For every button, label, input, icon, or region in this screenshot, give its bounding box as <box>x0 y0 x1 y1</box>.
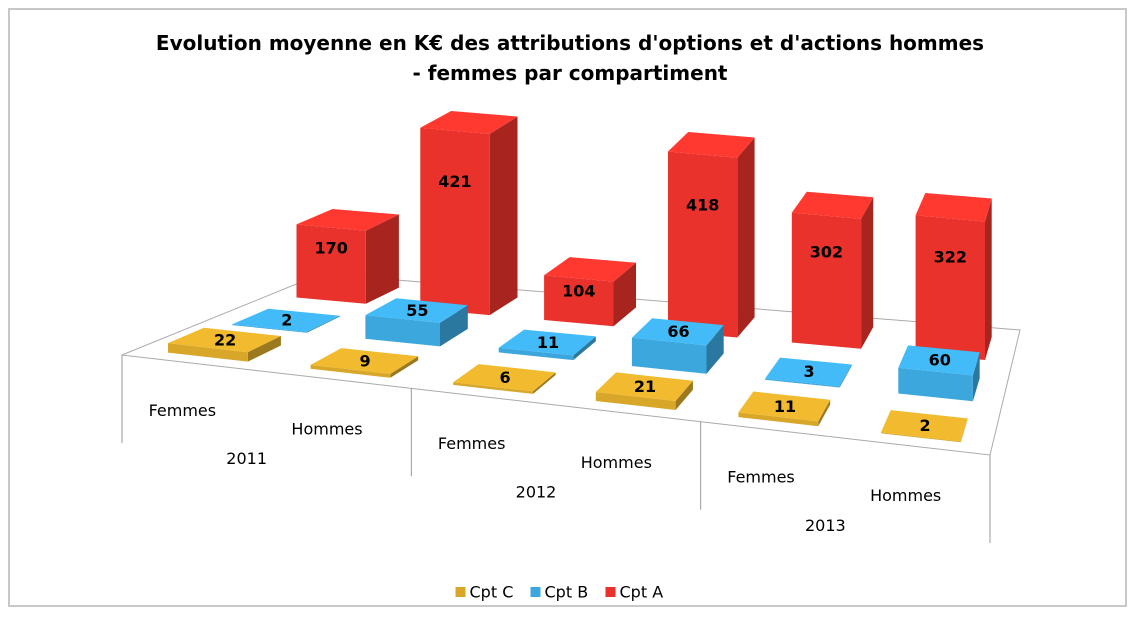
bar-top <box>310 348 419 374</box>
value-label: 104 <box>562 281 595 300</box>
value-label: 322 <box>934 248 967 267</box>
bar-side <box>839 364 852 388</box>
bar-top <box>915 193 992 222</box>
bar-side <box>675 380 693 410</box>
bar-front <box>498 347 574 361</box>
bar-top <box>365 298 468 323</box>
value-label: 2 <box>281 311 292 330</box>
x-tick-label: Hommes <box>581 453 652 472</box>
bar-side <box>861 197 874 349</box>
bar-top <box>668 132 755 158</box>
bar-front <box>668 151 738 338</box>
bar-side <box>365 214 399 304</box>
bar-front <box>915 215 985 360</box>
x-tick-label: Femmes <box>438 434 506 453</box>
bar-front <box>738 412 819 427</box>
legend-swatch <box>455 587 466 597</box>
bar-top <box>631 318 724 346</box>
value-label: 9 <box>360 351 371 370</box>
bar-front <box>232 324 307 333</box>
value-label: 418 <box>686 195 719 214</box>
bar-top <box>453 364 556 392</box>
bar-front <box>898 367 973 402</box>
bar-side <box>818 399 831 427</box>
group-label: 2013 <box>805 516 846 535</box>
value-label: 170 <box>314 239 347 258</box>
bar-side <box>489 116 518 316</box>
bar-top <box>168 327 281 353</box>
bar-front <box>296 224 366 304</box>
bar-side <box>972 352 980 402</box>
bar-front <box>168 343 248 362</box>
bar-front <box>365 315 440 347</box>
value-label: 60 <box>929 351 951 370</box>
bar-front <box>791 212 862 349</box>
bar-top <box>765 357 852 387</box>
value-label: 421 <box>438 172 471 191</box>
bar-top <box>544 257 636 282</box>
value-label: 21 <box>634 377 656 396</box>
bar-side <box>440 305 468 347</box>
bar-top <box>420 111 518 134</box>
bar-side <box>960 418 968 443</box>
value-label: 22 <box>214 330 236 349</box>
value-label: 11 <box>774 397 796 416</box>
bar-side <box>573 336 596 361</box>
bar-side <box>706 325 724 374</box>
value-label: 6 <box>500 368 511 387</box>
bar-side <box>533 372 556 394</box>
bar-front <box>881 432 961 443</box>
bar-top <box>595 372 693 401</box>
legend-label: Cpt A <box>620 583 664 602</box>
bar-top <box>738 391 831 422</box>
bar-front <box>544 275 614 327</box>
group-label: 2011 <box>226 449 267 468</box>
value-label: 11 <box>537 333 559 352</box>
bar-front <box>420 127 490 316</box>
value-label: 55 <box>406 301 428 320</box>
bar-front <box>453 382 533 394</box>
value-label: 66 <box>667 322 689 341</box>
bar-top <box>232 308 340 332</box>
bar-top <box>296 209 399 231</box>
bar-front <box>765 378 840 388</box>
chart-frame <box>8 8 1127 607</box>
x-tick-label: Femmes <box>727 468 795 487</box>
bar-side <box>306 315 340 333</box>
bar-side <box>247 336 281 362</box>
bar-side <box>613 262 636 327</box>
bar-front <box>631 337 707 374</box>
x-tick-label: Femmes <box>149 401 217 420</box>
bar-side <box>985 198 992 360</box>
x-tick-label: Hommes <box>870 486 941 505</box>
bar-front <box>310 364 391 378</box>
bar-top <box>898 345 980 376</box>
bar-front <box>595 392 676 410</box>
group-label: 2012 <box>516 483 557 502</box>
value-label: 302 <box>810 243 843 262</box>
legend-swatch <box>530 587 541 597</box>
legend-label: Cpt B <box>545 583 589 602</box>
legend-swatch <box>605 587 616 597</box>
x-tick-label: Hommes <box>291 420 362 439</box>
chart-title: Evolution moyenne en K€ des attributions… <box>155 31 985 85</box>
value-label: 3 <box>804 362 815 381</box>
legend-label: Cpt C <box>470 583 514 602</box>
bar-top <box>881 410 968 442</box>
bar-side <box>737 137 755 338</box>
bar-top <box>791 191 874 219</box>
bar-side <box>390 356 419 378</box>
value-label: 2 <box>919 416 930 435</box>
bar-top <box>498 329 596 356</box>
